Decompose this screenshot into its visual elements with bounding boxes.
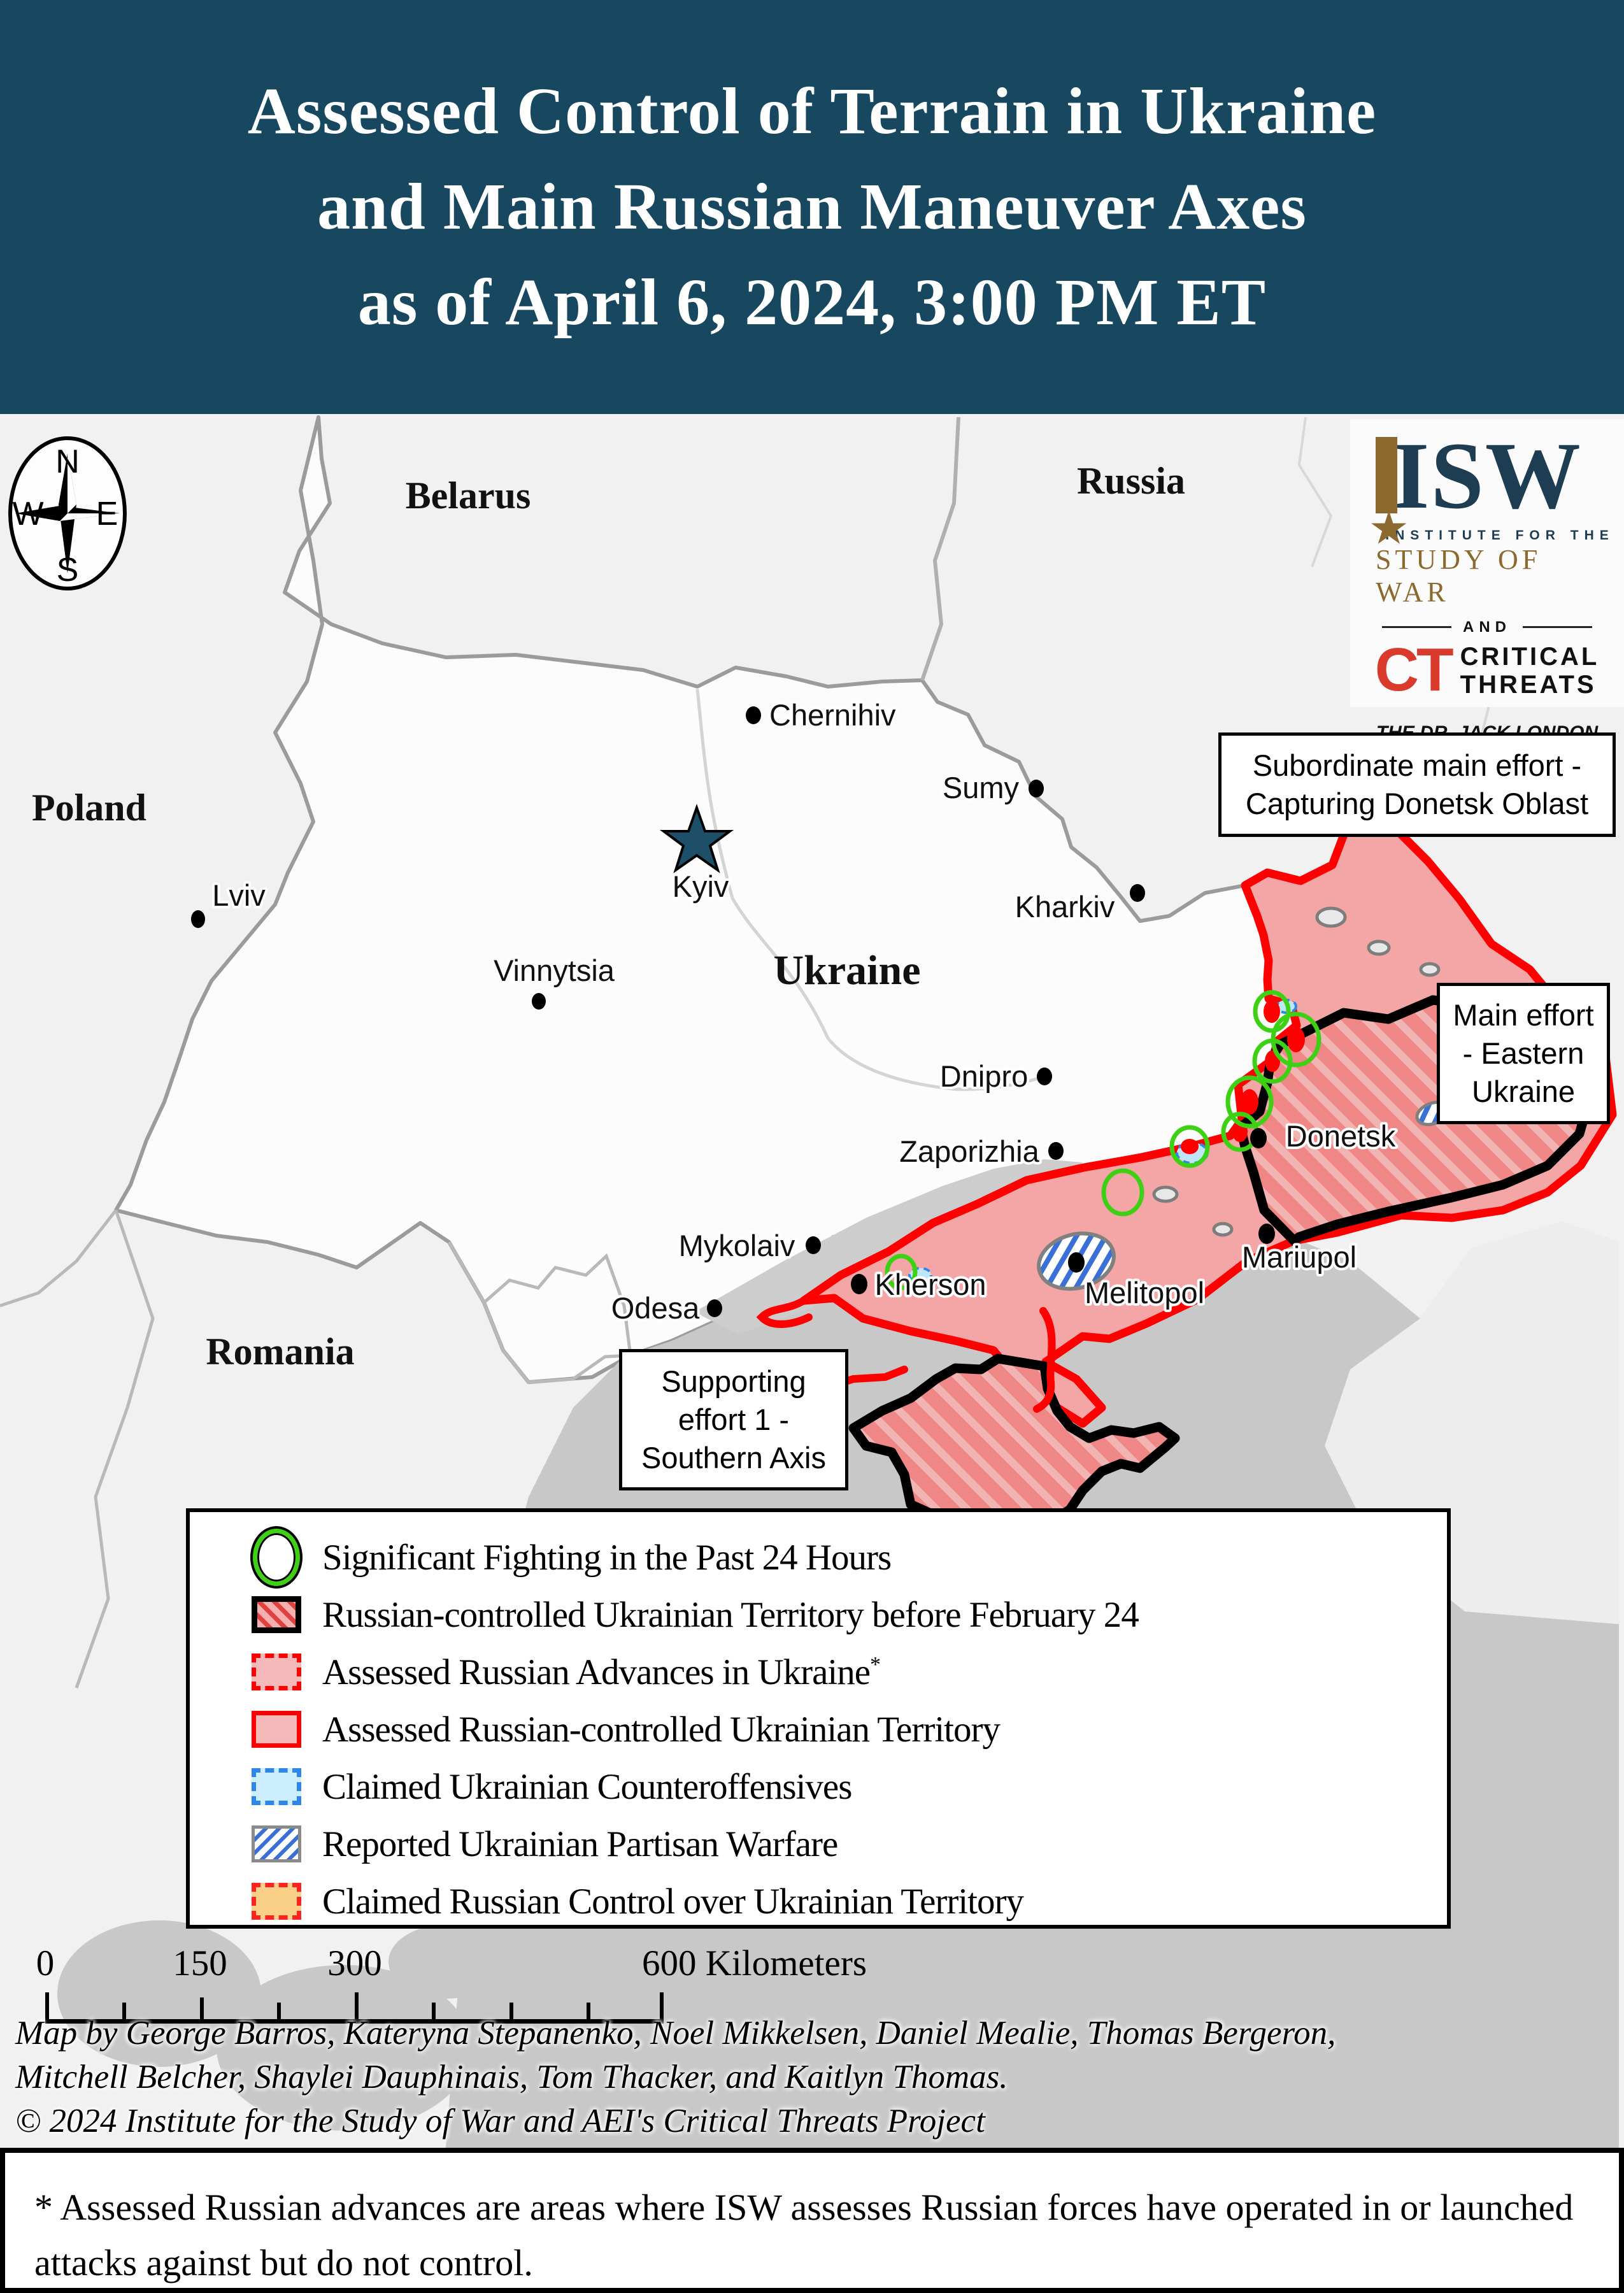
small-lakes	[1152, 906, 1441, 1237]
scale-0: 0	[36, 1943, 55, 1983]
callout-supporting-effort: Supporting effort 1 - Southern Axis	[619, 1349, 848, 1490]
credits-line-3: © 2024 Institute for the Study of War an…	[15, 2102, 985, 2139]
legend-label: Significant Fighting in the Past 24 Hour…	[322, 1537, 892, 1578]
isw-star-icon: ★	[1371, 506, 1409, 551]
prefeb24-swatch-icon	[252, 1596, 301, 1633]
and-text: AND	[1463, 618, 1511, 636]
title-line-2: and Main Russian Maneuver Axes	[317, 170, 1307, 244]
legend-item-prefeb24: Russian-controlled Ukrainian Territory b…	[248, 1586, 1447, 1643]
country-label-ukraine: Ukraine	[774, 947, 921, 994]
ct-critical-text: CRITICAL	[1460, 642, 1600, 671]
dnipro-river	[695, 689, 1045, 1091]
isw-logo: ★ ISW	[1371, 428, 1582, 549]
lagoon	[388, 1925, 503, 1999]
city-label-sumy: Sumy	[943, 771, 1020, 804]
critical-threats-logo: CT CRITICAL THREATS	[1374, 636, 1600, 704]
city-label-mykolaiv: Mykolaiv	[679, 1229, 795, 1262]
controlled-swatch-icon	[252, 1711, 301, 1748]
isw-ribbon-icon	[1376, 437, 1398, 513]
moldova-border	[447, 1241, 632, 1384]
city-label-chernihiv: Chernihiv	[769, 698, 896, 732]
city-label-melitopol: Melitopol	[1085, 1276, 1204, 1310]
legend-label: Assessed Russian Advances in Ukraine*	[322, 1652, 881, 1692]
partisan-swatch-icon	[252, 1825, 301, 1862]
title-line-3: as of April 6, 2024, 3:00 PM ET	[357, 265, 1267, 339]
city-label-mariupol: Mariupol	[1242, 1240, 1357, 1274]
scale-bar: 0 150 300 600 Kilometers	[36, 1943, 867, 2024]
city-label-zaporizhia: Zaporizhia	[899, 1134, 1039, 1168]
credits-line-1: Map by George Barros, Kateryna Stepanenk…	[15, 2015, 1336, 2052]
romania-border	[0, 1209, 155, 1689]
isw-wordmark-text: ISW	[1392, 423, 1582, 529]
country-label-russia: Russia	[1077, 460, 1185, 502]
legend-item-advances: Assessed Russian Advances in Ukraine*	[248, 1643, 1447, 1701]
fighting-circle-icon	[253, 1529, 300, 1586]
map-title-banner: Assessed Control of Terrain in Ukraine a…	[0, 0, 1624, 414]
ukraine-control-map: N E S W Belarus Russia Poland Ukraine Ro…	[0, 414, 1624, 2148]
legend-item-fighting: Significant Fighting in the Past 24 Hour…	[248, 1529, 1447, 1586]
compass-s: S	[57, 552, 79, 589]
legend-label: Claimed Ukrainian Counteroffensives	[322, 1766, 852, 1807]
city-label-vinnytsia: Vinnytsia	[494, 954, 615, 987]
city-label-kharkiv: Kharkiv	[1015, 890, 1115, 924]
kyiv-capital-star	[659, 803, 734, 874]
lagoon	[57, 1920, 261, 2067]
legend-item-counteroffensives: Claimed Ukrainian Counteroffensives	[248, 1758, 1447, 1815]
front-line-arabat	[1033, 1307, 1056, 1413]
title-line-1: Assessed Control of Terrain in Ukraine	[247, 75, 1377, 148]
city-label-donetsk: Donetsk	[1286, 1119, 1396, 1153]
compass-e: E	[96, 496, 118, 532]
isw-institute-text: INSTITUTE FOR THE	[1385, 527, 1614, 543]
legend-label: Assessed Russian-controlled Ukrainian Te…	[322, 1709, 1001, 1750]
scale-150: 150	[173, 1943, 227, 1983]
legend-label: Reported Ukrainian Partisan Warfare	[322, 1824, 838, 1864]
belarus-russia-border	[920, 417, 960, 681]
compass-rose: N E S W	[8, 436, 127, 590]
country-label-belarus: Belarus	[406, 475, 531, 517]
city-label-kherson: Kherson	[874, 1268, 986, 1301]
divider-line	[1382, 626, 1451, 628]
counteroffensive-swatch-icon	[252, 1768, 301, 1805]
city-label-dnipro: Dnipro	[940, 1059, 1028, 1093]
ct-monogram-icon: CT	[1374, 636, 1454, 704]
legend-label: Russian-controlled Ukrainian Territory b…	[322, 1594, 1139, 1635]
scale-ticks	[45, 1992, 664, 2024]
advance-blobs	[1181, 1000, 1305, 1154]
ct-threats-text: THREATS	[1460, 670, 1597, 699]
footnote-text: * Assessed Russian advances are areas wh…	[34, 2187, 1574, 2283]
country-label-romania: Romania	[206, 1331, 354, 1373]
legend-label: Claimed Russian Control over Ukrainian T…	[322, 1881, 1024, 1922]
credits-line-2: Mitchell Belcher, Shaylei Dauphinais, To…	[15, 2058, 1008, 2096]
compass-n: N	[55, 443, 80, 480]
legend-item-claimed-control: Claimed Russian Control over Ukrainian T…	[248, 1873, 1447, 1930]
city-label-kyiv: Kyiv	[673, 869, 729, 903]
callout-subordinate-main-effort: Subordinate main effort - Capturing Done…	[1218, 732, 1616, 837]
divider-line	[1523, 626, 1592, 628]
map-credits: Map by George Barros, Kateryna Stepanenk…	[15, 2011, 1336, 2143]
and-divider: AND	[1382, 618, 1592, 636]
compass-w: W	[12, 496, 43, 532]
callout-main-effort: Main effort - Eastern Ukraine	[1437, 983, 1610, 1124]
country-label-poland: Poland	[32, 787, 146, 829]
footnote-asterisk: *	[870, 1652, 881, 1676]
footnote-box: * Assessed Russian advances are areas wh…	[0, 2148, 1624, 2293]
claimed-control-swatch-icon	[252, 1883, 301, 1920]
city-dots	[191, 706, 1275, 1317]
isw-ct-logo-panel: ★ ISW INSTITUTE FOR THE STUDY OF WAR AND…	[1350, 419, 1624, 768]
scale-300: 300	[327, 1943, 382, 1983]
legend-item-partisan: Reported Ukrainian Partisan Warfare	[248, 1815, 1447, 1873]
legend-item-controlled: Assessed Russian-controlled Ukrainian Te…	[248, 1701, 1447, 1758]
city-label-odesa: Odesa	[611, 1291, 700, 1325]
isw-study-of-war-text: STUDY OF WAR	[1376, 543, 1542, 608]
city-label-lviv: Lviv	[212, 878, 266, 912]
advances-swatch-icon	[252, 1654, 301, 1690]
map-legend: Significant Fighting in the Past 24 Hour…	[186, 1508, 1451, 1929]
scale-600-km: 600 Kilometers	[642, 1943, 867, 1983]
